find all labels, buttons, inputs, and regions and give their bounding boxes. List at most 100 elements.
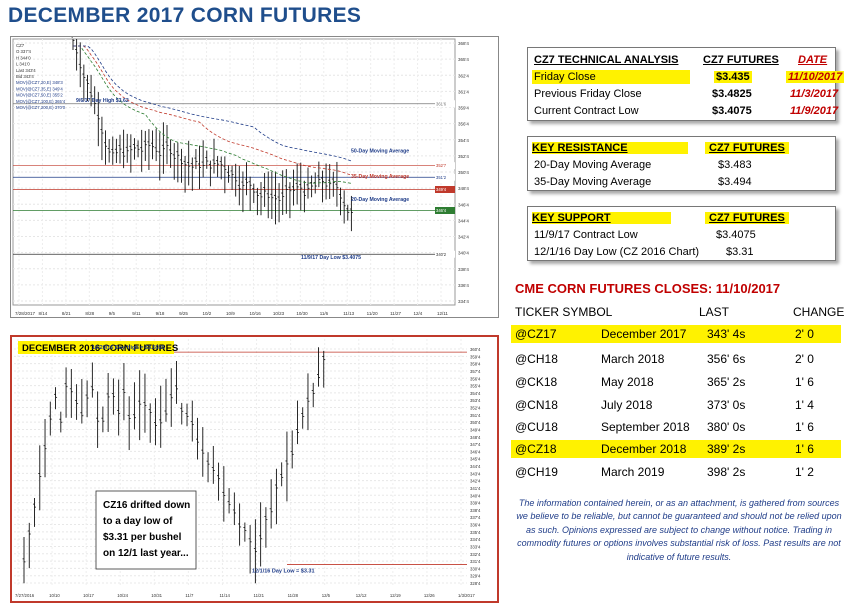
x-tick-label: 11/6 — [320, 311, 329, 316]
price-tag-label: 351'2 — [436, 175, 447, 180]
contract-low-label: Current Contract Low — [534, 105, 639, 117]
friday-close-date: 11/10/2017 — [786, 71, 845, 83]
y-tick-label: 365'4 — [458, 57, 469, 62]
x-tick-label: 12/19 — [390, 593, 401, 598]
chart-annotation: 11/9/17 Day Low $3.4075 — [301, 255, 361, 261]
x-tick-label: 12/4 — [414, 311, 423, 316]
cz16-low-support-value: $3.31 — [726, 246, 754, 258]
callout-line: $3.31 per bushel — [103, 532, 182, 543]
price-tag-label: 346'4 — [436, 208, 447, 213]
y-tick-label: 348'4 — [458, 186, 469, 191]
y-tick-label: 353'4 — [470, 398, 481, 403]
cme-last: 389' 2s — [707, 442, 746, 456]
x-tick-label: 1/3/2017 — [458, 593, 475, 598]
cme-last: 343' 4s — [707, 327, 746, 341]
friday-close-label: Friday Close — [534, 71, 596, 83]
cme-ticker: @CZ18 — [515, 442, 557, 456]
price-tag — [435, 207, 455, 214]
y-tick-label: 334'4 — [470, 537, 481, 542]
price-tag — [435, 100, 455, 108]
key-support-panel: KEY SUPPORT CZ7 FUTURES 11/9/17 Contract… — [527, 206, 836, 261]
callout-box — [95, 490, 197, 570]
cme-month: March 2019 — [601, 465, 665, 479]
contract-low-value: $3.4075 — [712, 105, 752, 117]
technical-analysis-panel: CZ7 TECHNICAL ANALYSIS CZ7 FUTURES DATE … — [527, 47, 845, 121]
price-tag — [435, 250, 455, 258]
y-tick-label: 328'4 — [470, 581, 481, 586]
y-tick-label: 362'4 — [458, 73, 469, 78]
x-tick-label: 10/16 — [249, 311, 261, 316]
x-tick-label: 9/5 — [109, 311, 116, 316]
cme-month: March 2018 — [601, 352, 665, 366]
x-tick-label: 12/12 — [356, 593, 367, 598]
y-tick-label: 348'4 — [470, 435, 481, 440]
chart-annotation: 50-Day Moving Average — [351, 149, 409, 155]
y-tick-label: 340'4 — [458, 251, 469, 256]
disclaimer-text: The information contained herein, or as … — [516, 498, 842, 562]
x-tick-label: 10/30 — [296, 311, 308, 316]
y-tick-label: 335'4 — [470, 530, 481, 535]
y-tick-label: 343'4 — [470, 471, 481, 476]
chart-annotation: 35-Day Moving Average — [351, 174, 409, 180]
resistance-header-label: KEY RESISTANCE — [532, 142, 688, 154]
y-tick-label: 339'4 — [470, 501, 481, 506]
cme-row: @CH19 March 2019 398' 2s 1' 2 — [511, 463, 851, 482]
tech-header-futures: CZ7 FUTURES — [703, 54, 779, 66]
legend-line: MOV(@CZ7,50,E) 355'2 — [16, 93, 63, 98]
cme-last: 356' 6s — [707, 352, 746, 366]
y-tick-label: 354'4 — [458, 138, 469, 143]
cme-last: 373' 0s — [707, 398, 746, 412]
chart-annotation: 20-Day Moving Average — [351, 197, 409, 203]
x-tick-label: 12/26 — [424, 593, 435, 598]
x-tick-label: 10/10 — [49, 593, 60, 598]
x-tick-label: 9/11 — [132, 311, 141, 316]
cme-row: @CZ18 December 2018 389' 2s 1' 6 — [511, 440, 851, 459]
key-resistance-panel: KEY RESISTANCE CZ7 FUTURES 20-Day Moving… — [527, 136, 836, 191]
y-tick-label: 341'4 — [470, 486, 481, 491]
cme-row: @CU18 September 2018 380' 0s 1' 6 — [511, 418, 851, 437]
y-tick-label: 336'4 — [458, 283, 469, 288]
plot-area — [14, 339, 467, 587]
y-tick-label: 333'4 — [470, 544, 481, 549]
cme-header-last: LAST — [699, 305, 730, 319]
x-tick-label: 7/28/2017 — [15, 311, 36, 316]
y-tick-label: 349'4 — [470, 427, 481, 432]
legend-line: MOV(@CZ7,20,E) 348'3 — [16, 80, 63, 85]
cme-last: 365' 2s — [707, 375, 746, 389]
cme-change: 1' 6 — [795, 442, 814, 456]
y-tick-label: 342'4 — [458, 235, 469, 240]
cme-last: 380' 0s — [707, 420, 746, 434]
y-tick-label: 368'4 — [458, 41, 469, 46]
legend-line: L 341'0 — [16, 62, 30, 67]
x-tick-label: 10/2 — [203, 311, 212, 316]
cme-change: 1' 6 — [795, 375, 814, 389]
legend-line: MOV(@CZ7,100,E) 365'4 — [16, 99, 66, 104]
prev-friday-close-value: $3.4825 — [712, 88, 752, 100]
x-tick-label: 10/9 — [226, 311, 235, 316]
y-tick-label: 342'4 — [470, 479, 481, 484]
x-tick-label: 8/14 — [38, 311, 47, 316]
x-tick-label: 11/14 — [219, 593, 230, 598]
price-tag — [435, 162, 455, 170]
x-tick-label: 12/11 — [437, 311, 448, 316]
cme-row: @CZ17 December 2017 343' 4s 2' 0 — [511, 325, 851, 344]
cme-change: 2' 0 — [795, 327, 814, 341]
y-tick-label: 332'4 — [470, 552, 481, 557]
support-header-label: KEY SUPPORT — [532, 212, 671, 224]
x-tick-label: 7/27/2016 — [15, 593, 35, 598]
prev-friday-close-date: 11/3/2017 — [790, 88, 839, 100]
price-tag — [435, 186, 455, 193]
price-tag-label: 352'7 — [436, 163, 447, 168]
legend-line: O 337'4 — [16, 49, 32, 54]
y-tick-label: 356'4 — [458, 122, 469, 127]
legend-line: MOV(@CZ7,35,E) 349'4 — [16, 86, 63, 91]
chart-annotation: 9/6/17 Day High $3.62 — [76, 98, 129, 104]
y-tick-label: 355'4 — [470, 384, 481, 389]
friday-close-value: $3.435 — [714, 71, 752, 83]
page-title: DECEMBER 2017 CORN FUTURES — [8, 4, 362, 27]
y-tick-label: 354'4 — [470, 391, 481, 396]
x-tick-label: 11/21 — [254, 593, 265, 598]
x-tick-label: 10/24 — [117, 593, 128, 598]
cme-ticker: @CZ17 — [515, 327, 557, 341]
y-tick-label: 350'4 — [458, 170, 469, 175]
